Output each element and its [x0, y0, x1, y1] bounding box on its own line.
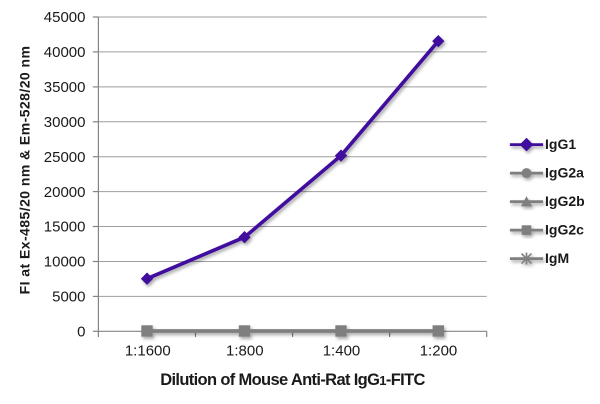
svg-text:0: 0	[77, 324, 85, 341]
svg-text:30000: 30000	[44, 114, 86, 131]
svg-text:45000: 45000	[44, 9, 86, 26]
svg-text:1:800: 1:800	[226, 343, 264, 360]
svg-text:IgG1: IgG1	[545, 136, 576, 152]
svg-text:FI at Ex-485/20 nm & Em-528/20: FI at Ex-485/20 nm & Em-528/20 nm	[17, 46, 33, 295]
svg-text:IgG2a: IgG2a	[545, 165, 584, 181]
svg-text:1:400: 1:400	[323, 343, 361, 360]
svg-text:Dilution of Mouse Anti-Rat IgG: Dilution of Mouse Anti-Rat IgG1-FITC	[160, 371, 425, 389]
svg-text:40000: 40000	[44, 44, 86, 61]
svg-text:1:1600: 1:1600	[125, 343, 171, 360]
svg-text:25000: 25000	[44, 149, 86, 166]
svg-text:IgM: IgM	[545, 250, 569, 266]
svg-text:1:200: 1:200	[420, 343, 458, 360]
svg-text:15000: 15000	[44, 219, 86, 236]
svg-text:IgG2c: IgG2c	[545, 222, 584, 238]
svg-text:5000: 5000	[52, 289, 85, 306]
svg-text:35000: 35000	[44, 79, 86, 96]
svg-text:20000: 20000	[44, 184, 86, 201]
svg-text:10000: 10000	[44, 254, 86, 271]
svg-text:IgG2b: IgG2b	[545, 193, 585, 209]
